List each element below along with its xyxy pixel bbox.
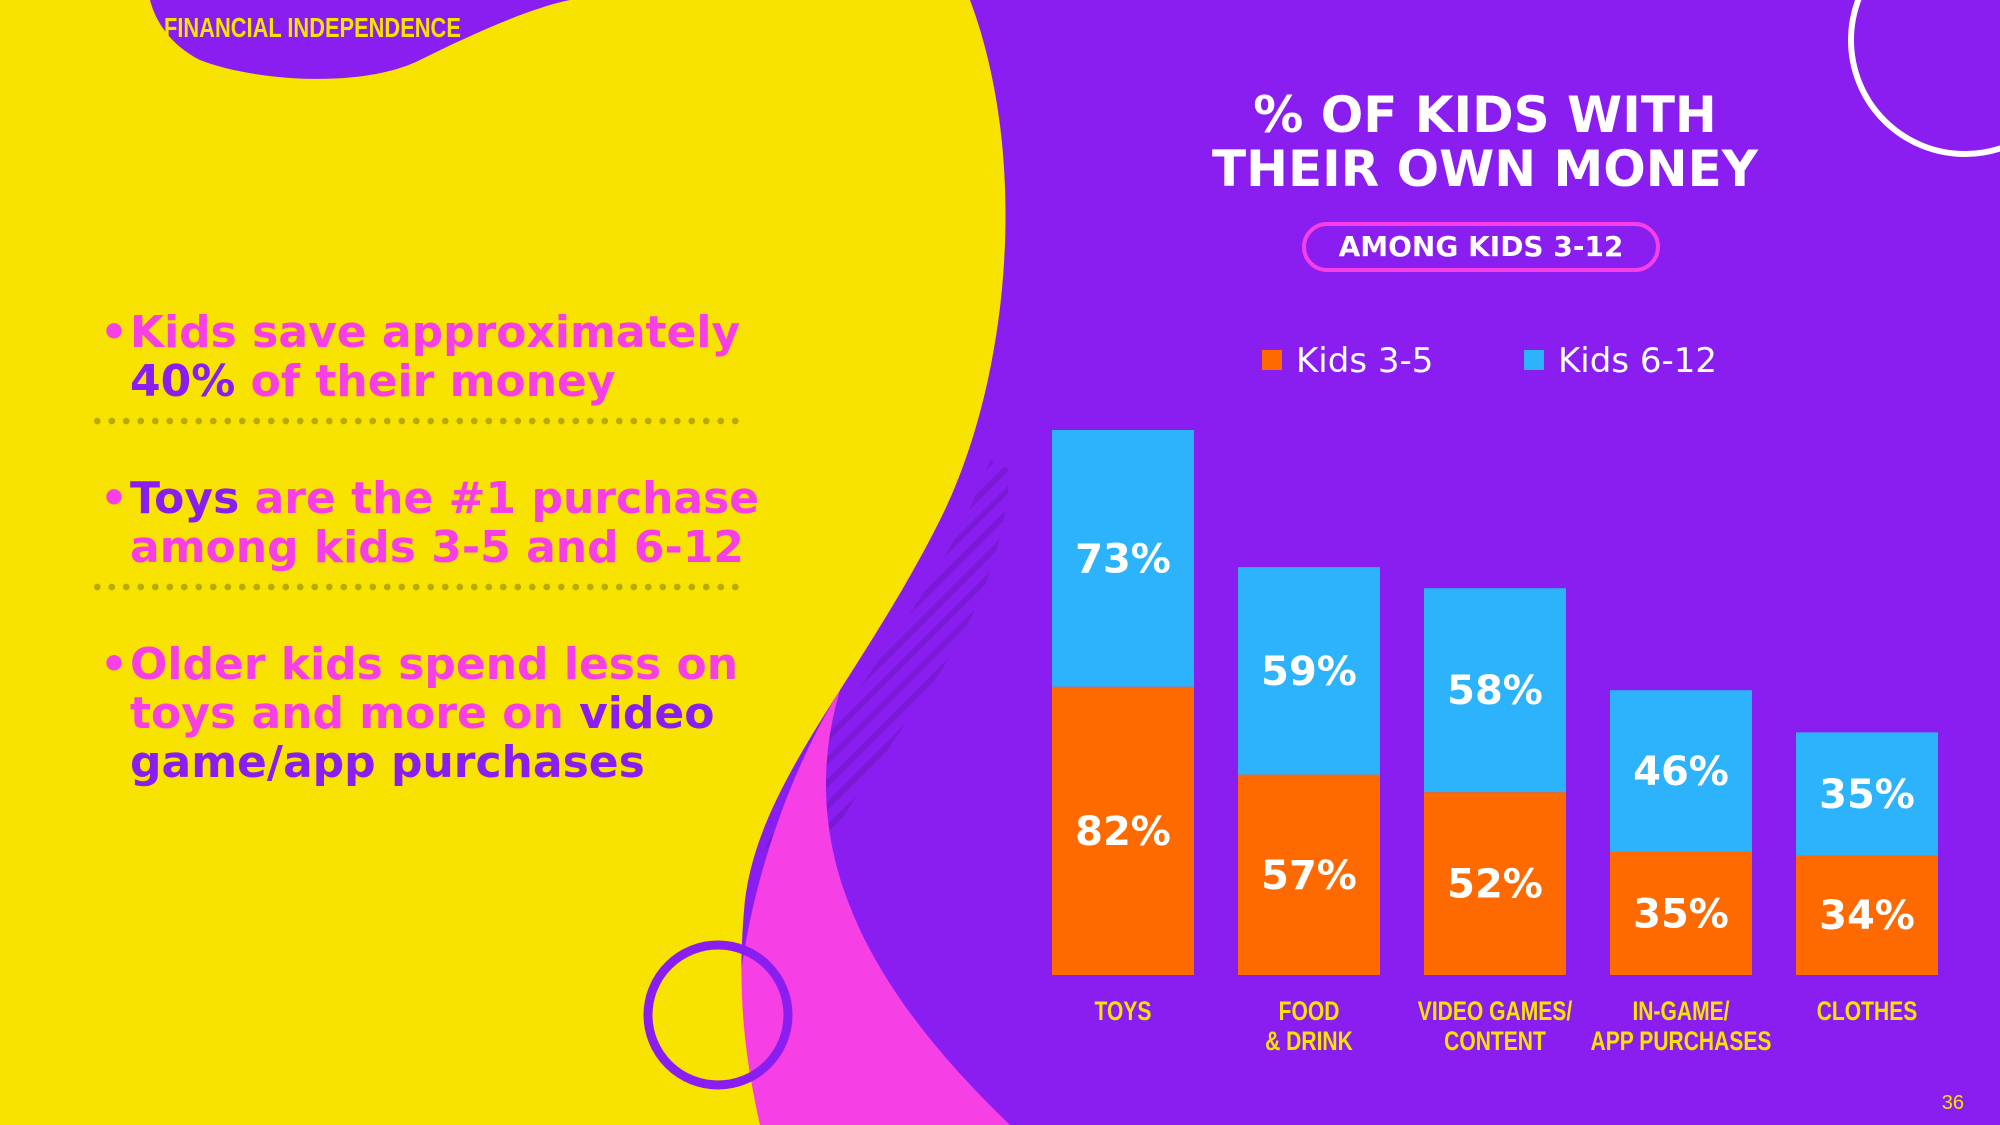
bullet-dot: • bbox=[100, 307, 129, 358]
category-label: CONTENT bbox=[1444, 1027, 1546, 1057]
bar-kids-6-12-0 bbox=[1052, 430, 1194, 687]
bullet-older-kids: • Older kids spend less on toys and more … bbox=[98, 640, 778, 787]
bullet-dot: • bbox=[100, 639, 129, 690]
legend-swatch-0 bbox=[1262, 350, 1282, 370]
bar-kids-3-5-4 bbox=[1796, 855, 1938, 975]
chart-title-line-1: % OF KIDS WITH bbox=[1253, 86, 1717, 144]
bar-kids-3-5-3 bbox=[1610, 851, 1752, 975]
bullet-toys: • Toys are the #1 purchase among kids 3-5… bbox=[98, 474, 778, 582]
bullet-emphasis: video game/app purchases bbox=[130, 688, 715, 788]
data-label: 34% bbox=[1819, 893, 1915, 939]
bar-kids-6-12-4 bbox=[1796, 732, 1938, 856]
chart-subtitle-pill: AMONG KIDS 3-12 bbox=[1302, 222, 1660, 272]
data-label: 52% bbox=[1447, 862, 1543, 908]
bar-kids-6-12-2 bbox=[1424, 588, 1566, 793]
data-label: 59% bbox=[1261, 649, 1357, 695]
category-label: & DRINK bbox=[1265, 1027, 1353, 1057]
category-label: FOOD bbox=[1279, 997, 1340, 1027]
bullet-text: Kids save approximately bbox=[130, 307, 741, 358]
data-label: 82% bbox=[1075, 809, 1171, 855]
category-label: TOYS bbox=[1095, 997, 1152, 1027]
category-label: APP PURCHASES bbox=[1591, 1027, 1772, 1057]
bullet-emphasis: 40% bbox=[130, 356, 236, 407]
bullet-emphasis: Toys bbox=[130, 473, 240, 524]
bar-kids-3-5-1 bbox=[1238, 774, 1380, 975]
data-label: 73% bbox=[1075, 536, 1171, 582]
data-label: 46% bbox=[1633, 749, 1729, 795]
legend-label-1: Kids 6-12 bbox=[1558, 341, 1717, 381]
bullet-text: Older kids spend less on toys and more o… bbox=[130, 639, 739, 739]
bullet-text: of their money bbox=[235, 356, 616, 407]
category-label: VIDEO GAMES/ bbox=[1418, 997, 1573, 1027]
data-label: 58% bbox=[1447, 668, 1543, 714]
bullet-text: are the #1 purchase among kids 3-5 and 6… bbox=[130, 473, 760, 573]
bar-kids-3-5-0 bbox=[1052, 686, 1194, 975]
data-label: 35% bbox=[1633, 891, 1729, 937]
chart-title: % OF KIDS WITH THEIR OWN MONEY bbox=[1150, 88, 1820, 196]
bullet-dot: • bbox=[100, 473, 129, 524]
category-label: IN-GAME/ bbox=[1632, 997, 1729, 1027]
bar-kids-6-12-3 bbox=[1610, 690, 1752, 852]
page-number: 36 bbox=[1941, 1092, 1964, 1114]
data-label: 57% bbox=[1261, 853, 1357, 899]
dotted-divider bbox=[90, 416, 740, 426]
bullet-list: • Kids save approximately 40% of their mo… bbox=[90, 308, 778, 787]
dotted-divider bbox=[90, 582, 740, 592]
bar-kids-6-12-1 bbox=[1238, 567, 1380, 775]
category-label: CLOTHES bbox=[1817, 997, 1918, 1027]
data-label: 35% bbox=[1819, 772, 1915, 818]
legend-swatch-1 bbox=[1524, 350, 1544, 370]
bullet-savings: • Kids save approximately 40% of their mo… bbox=[98, 308, 778, 416]
bar-kids-3-5-2 bbox=[1424, 792, 1566, 975]
chart-title-line-2: THEIR OWN MONEY bbox=[1212, 140, 1758, 198]
section-title: FINANCIAL INDEPENDENCE bbox=[164, 12, 461, 43]
legend-label-0: Kids 3-5 bbox=[1296, 341, 1433, 381]
